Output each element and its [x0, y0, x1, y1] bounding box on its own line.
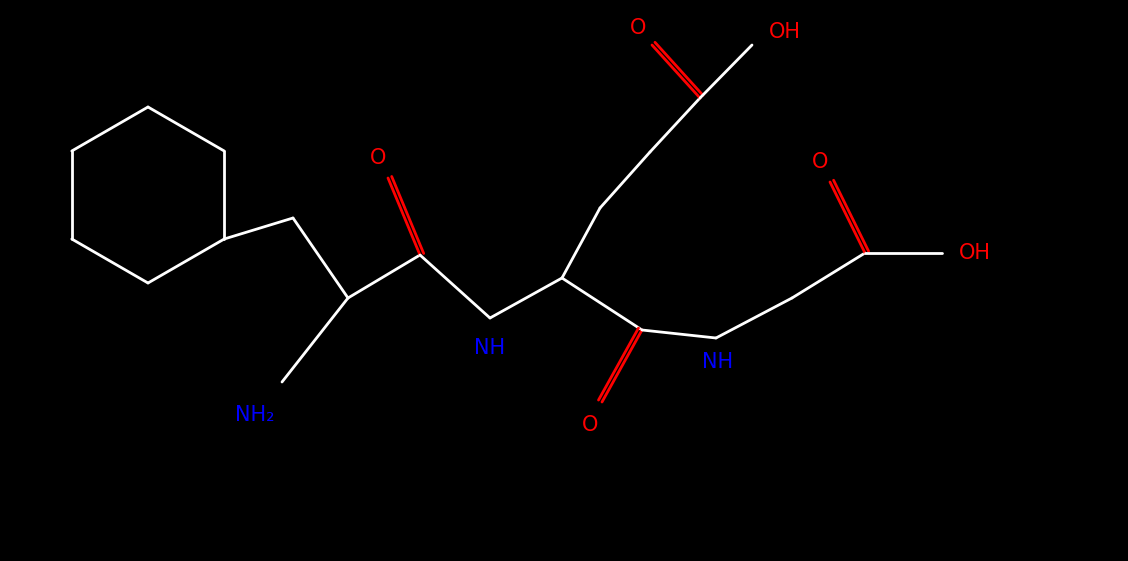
Text: OH: OH: [769, 22, 801, 42]
Text: O: O: [370, 148, 386, 168]
Text: OH: OH: [959, 243, 992, 263]
Text: NH: NH: [703, 352, 733, 372]
Text: NH₂: NH₂: [235, 405, 275, 425]
Text: O: O: [629, 18, 646, 38]
Text: NH: NH: [475, 338, 505, 358]
Text: O: O: [582, 415, 598, 435]
Text: O: O: [812, 152, 828, 172]
